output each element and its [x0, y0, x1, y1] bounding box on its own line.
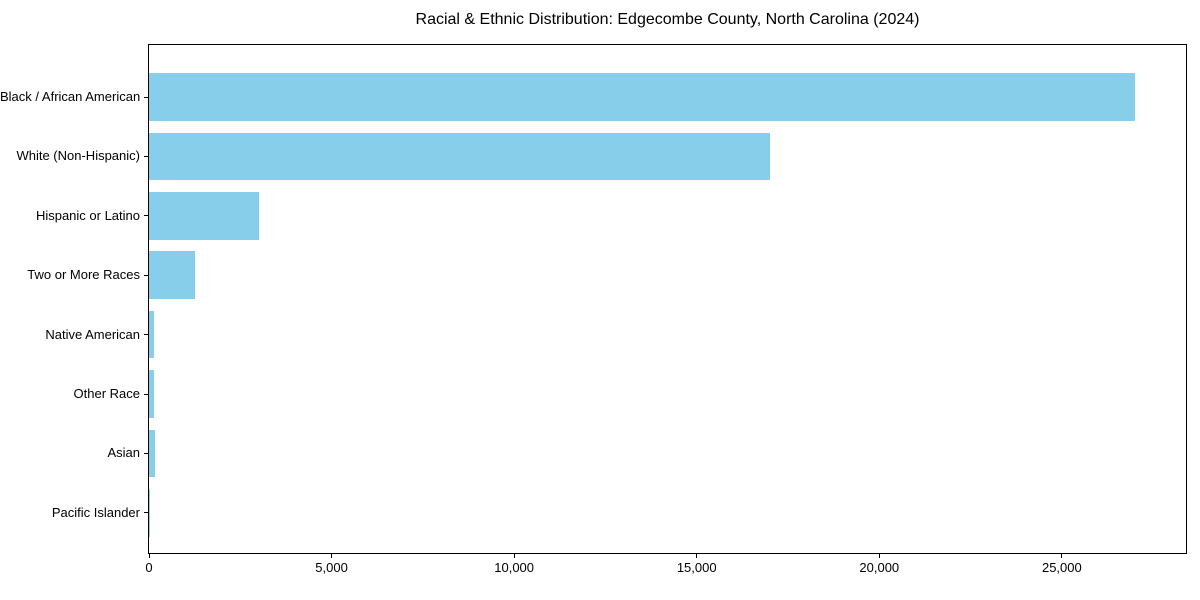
plot-area: [148, 44, 1187, 554]
bar-two-or-more-races: [149, 251, 195, 299]
bar-hispanic-or-latino: [149, 192, 259, 240]
y-tick-mark: [144, 393, 148, 395]
x-tick-mark: [331, 554, 333, 558]
y-tick-mark: [144, 274, 148, 276]
x-tick-label: 0: [145, 560, 153, 575]
x-tick-label: 25,000: [1041, 560, 1082, 575]
bar-pacific-islander: [149, 489, 150, 537]
bar-other-race: [149, 370, 154, 418]
y-tick-mark: [144, 96, 148, 98]
bar-black-african-american: [149, 73, 1135, 121]
x-tick-label: 10,000: [494, 560, 535, 575]
y-tick-mark: [144, 512, 148, 514]
y-axis-category-label: Native American: [45, 326, 140, 342]
bar-asian: [149, 429, 155, 478]
bar-white-non-hispanic: [149, 132, 770, 181]
y-tick-mark: [144, 334, 148, 336]
y-axis-category-label: Pacific Islander: [51, 504, 140, 520]
y-tick-mark: [144, 155, 148, 157]
x-tick-mark: [513, 554, 515, 558]
x-tick-mark: [148, 554, 150, 558]
y-axis-category-label: Other Race: [73, 386, 140, 401]
y-axis-category-label: Hispanic or Latino: [35, 207, 140, 223]
y-axis-category-label: White (Non-Hispanic): [16, 148, 140, 164]
x-tick-label: 20,000: [859, 560, 900, 575]
y-axis-category-label: Two or More Races: [27, 267, 140, 283]
y-tick-mark: [144, 452, 148, 454]
y-axis-category-label: Asian: [107, 445, 140, 461]
x-tick-label: 15,000: [676, 560, 717, 575]
x-tick-mark: [1061, 554, 1063, 558]
y-tick-mark: [144, 215, 148, 217]
chart-title: Racial & Ethnic Distribution: Edgecombe …: [415, 11, 920, 28]
x-tick-mark: [878, 554, 880, 558]
x-tick-label: 5,000: [315, 560, 348, 575]
x-tick-mark: [696, 554, 698, 558]
bar-native-american: [149, 310, 154, 359]
y-axis-category-label: Black / African American: [0, 89, 141, 104]
